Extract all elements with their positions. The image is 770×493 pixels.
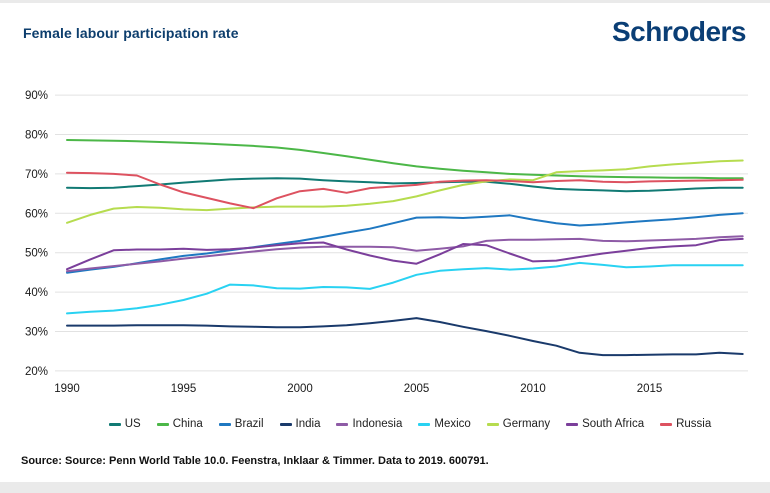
legend-label-south-africa: South Africa [582, 418, 645, 430]
legend-marker-russia [660, 422, 673, 426]
schroders-logo: Schroders [612, 16, 747, 47]
x-axis-label-2015: 2015 [637, 383, 663, 395]
legend-label-us: US [124, 418, 141, 430]
legend-item-russia[interactable]: Russia [660, 418, 711, 430]
legend-item-indonesia[interactable]: Indonesia [336, 418, 402, 430]
x-axis-label-2000: 2000 [287, 383, 313, 395]
legend-label-india: India [295, 418, 321, 430]
series-line-germany [66, 159, 744, 224]
page-title: Female labour participation rate [23, 25, 239, 41]
line-chart: 20% 30% 40% 50% 60% 70% 80% 90% 1990 1995 2000 2005… [25, 90, 748, 395]
y-axis-label-90: 90% [25, 90, 48, 102]
bottom-edge-strip [0, 482, 770, 493]
y-axis-label-50: 50% [25, 248, 48, 260]
legend-item-china[interactable]: China [156, 418, 203, 430]
top-edge-strip [0, 0, 770, 3]
series-line-indonesia [66, 235, 744, 273]
legend-marker-mexico [418, 422, 431, 426]
x-axis-label-1990: 1990 [54, 383, 80, 395]
y-axis-label-20: 20% [25, 366, 48, 378]
series-line-mexico [66, 261, 744, 315]
legend-marker-us [108, 422, 121, 426]
legend-marker-indonesia [336, 422, 349, 426]
y-axis-label-30: 30% [25, 327, 48, 339]
chart-legend: US China Brazil India Indonesia Mexico Germany… [60, 418, 760, 430]
series-line-russia [66, 171, 744, 210]
y-axis-label-80: 80% [25, 130, 48, 142]
legend-label-indonesia: Indonesia [352, 418, 403, 430]
y-axis-label-40: 40% [25, 287, 48, 299]
legend-label-china: China [172, 418, 203, 430]
series-line-south-africa [66, 237, 744, 271]
legend-marker-brazil [218, 422, 231, 426]
legend-marker-india [279, 422, 292, 426]
header: Female labour participation rate Schrode… [23, 16, 747, 48]
y-axis-label-60: 60% [25, 208, 48, 220]
legend-marker-china [156, 422, 169, 426]
legend-marker-germany [486, 422, 499, 426]
legend-item-mexico[interactable]: Mexico [418, 418, 471, 430]
series-line-india [66, 317, 744, 357]
legend-item-germany[interactable]: Germany [486, 418, 551, 430]
x-axis-label-1995: 1995 [171, 383, 197, 395]
x-axis-label-2010: 2010 [520, 383, 546, 395]
legend-marker-south-africa [566, 422, 579, 426]
source-note: Source: Source: Penn World Table 10.0. F… [21, 455, 489, 467]
legend-item-india[interactable]: India [279, 418, 321, 430]
legend-label-brazil: Brazil [234, 418, 264, 430]
legend-label-mexico: Mexico [434, 418, 471, 430]
series-line-us [66, 177, 744, 193]
legend-label-germany: Germany [502, 418, 551, 430]
series-line-brazil [66, 212, 744, 274]
legend-label-russia: Russia [676, 418, 712, 430]
legend-item-us[interactable]: US [108, 418, 141, 430]
legend-item-south-africa[interactable]: South Africa [566, 418, 644, 430]
legend-item-brazil[interactable]: Brazil [218, 418, 264, 430]
y-axis-label-70: 70% [25, 169, 48, 181]
series-line-china [66, 139, 744, 180]
x-axis-label-2005: 2005 [404, 383, 430, 395]
